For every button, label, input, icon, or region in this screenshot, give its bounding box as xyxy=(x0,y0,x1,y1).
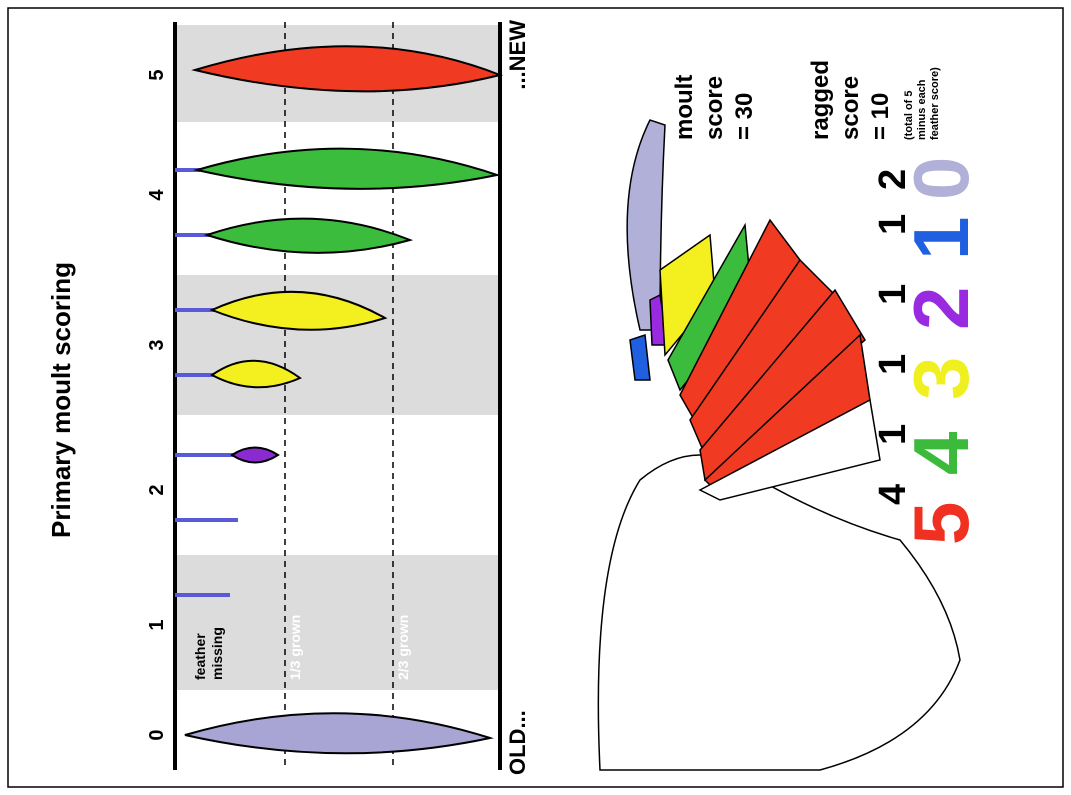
scale-end-label: OLD... xyxy=(505,710,530,775)
moult-score: = 30 xyxy=(731,93,758,140)
wing-digit: 5 xyxy=(897,502,985,545)
scale-number: 3 xyxy=(146,339,168,350)
annotation: 1/3 grown xyxy=(287,615,303,680)
ragged-note: (total of 5 xyxy=(903,91,915,141)
annotation: 2/3 grown xyxy=(395,615,411,680)
wing xyxy=(597,119,961,771)
wing-digit: 1 xyxy=(897,217,985,260)
ragged-score: = 10 xyxy=(867,93,894,140)
wing-superscript: 1 xyxy=(872,284,914,305)
annotation: feather xyxy=(192,633,208,680)
wing-superscript: 4 xyxy=(872,484,914,505)
ragged-score: ragged xyxy=(807,60,834,140)
scale-end-label: ...NEW xyxy=(505,20,530,90)
wing-digit: 3 xyxy=(897,357,985,400)
ragged-note: minus each xyxy=(916,79,928,140)
wing-superscript: 2 xyxy=(872,169,914,190)
wing-superscript: 1 xyxy=(872,354,914,375)
feathers xyxy=(175,45,504,755)
moult-score: score xyxy=(701,76,728,140)
scale-number: 1 xyxy=(146,619,168,630)
scale-number: 2 xyxy=(146,484,168,495)
wing-digit: 2 xyxy=(897,287,985,330)
scale-number: 4 xyxy=(146,189,168,201)
ragged-score: score xyxy=(837,76,864,140)
wing-superscript: 1 xyxy=(872,214,914,235)
title: Primary moult scoring xyxy=(46,262,76,538)
scale-number: 5 xyxy=(146,69,168,80)
ragged-note: feather score) xyxy=(929,67,941,140)
wing-superscript: 1 xyxy=(872,424,914,445)
scale-number: 0 xyxy=(146,729,168,740)
wing-digit: 4 xyxy=(897,432,985,475)
wing-digit: 0 xyxy=(897,157,985,200)
axis-lines xyxy=(173,22,502,770)
moult-score: moult xyxy=(671,75,698,140)
annotation: missing xyxy=(209,627,225,680)
